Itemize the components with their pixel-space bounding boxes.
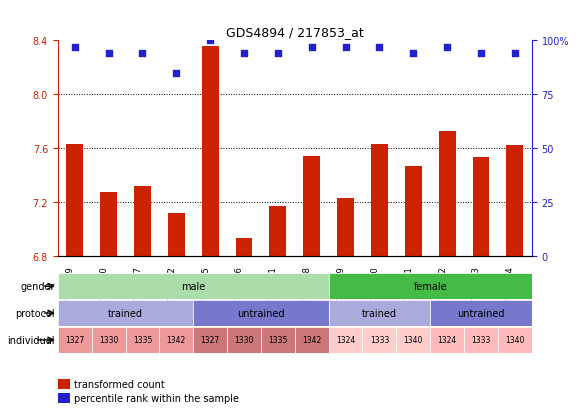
FancyBboxPatch shape bbox=[397, 327, 430, 353]
FancyBboxPatch shape bbox=[58, 273, 329, 299]
Point bbox=[104, 51, 113, 57]
Point bbox=[409, 51, 418, 57]
FancyBboxPatch shape bbox=[295, 327, 329, 353]
Bar bbox=[58, 393, 70, 403]
Text: 1340: 1340 bbox=[403, 336, 423, 344]
FancyBboxPatch shape bbox=[498, 327, 532, 353]
Text: protocol: protocol bbox=[15, 308, 55, 318]
Text: 1333: 1333 bbox=[370, 336, 389, 344]
Text: 1330: 1330 bbox=[234, 336, 254, 344]
Point bbox=[172, 70, 181, 77]
Bar bbox=[439, 131, 455, 256]
Point bbox=[70, 45, 79, 51]
FancyBboxPatch shape bbox=[329, 327, 362, 353]
Point bbox=[239, 51, 249, 57]
Text: 1342: 1342 bbox=[166, 336, 186, 344]
Bar bbox=[168, 213, 185, 256]
Point bbox=[138, 51, 147, 57]
Text: untrained: untrained bbox=[237, 308, 285, 318]
Text: 1324: 1324 bbox=[438, 336, 457, 344]
Text: 1327: 1327 bbox=[201, 336, 220, 344]
Text: gender: gender bbox=[20, 281, 55, 292]
Point bbox=[341, 45, 350, 51]
Point bbox=[510, 51, 520, 57]
FancyBboxPatch shape bbox=[227, 327, 261, 353]
Title: GDS4894 / 217853_at: GDS4894 / 217853_at bbox=[226, 26, 364, 39]
Bar bbox=[371, 145, 388, 256]
Bar bbox=[236, 239, 253, 256]
Text: untrained: untrained bbox=[457, 308, 505, 318]
Bar bbox=[303, 157, 320, 256]
Text: 1327: 1327 bbox=[65, 336, 84, 344]
Bar bbox=[202, 47, 218, 256]
FancyBboxPatch shape bbox=[261, 327, 295, 353]
Point bbox=[206, 38, 215, 45]
Text: transformed count: transformed count bbox=[75, 379, 165, 389]
Text: 1335: 1335 bbox=[268, 336, 287, 344]
Text: 1342: 1342 bbox=[302, 336, 321, 344]
Text: 1333: 1333 bbox=[471, 336, 491, 344]
Text: 1340: 1340 bbox=[505, 336, 524, 344]
FancyBboxPatch shape bbox=[464, 327, 498, 353]
Bar bbox=[66, 145, 83, 256]
FancyBboxPatch shape bbox=[430, 327, 464, 353]
Bar bbox=[405, 166, 422, 256]
Text: 1324: 1324 bbox=[336, 336, 355, 344]
Bar bbox=[506, 146, 523, 256]
Text: percentile rank within the sample: percentile rank within the sample bbox=[75, 394, 239, 404]
Point bbox=[273, 51, 283, 57]
Text: 1330: 1330 bbox=[99, 336, 118, 344]
Bar bbox=[473, 158, 490, 256]
FancyBboxPatch shape bbox=[329, 273, 532, 299]
Text: trained: trained bbox=[362, 308, 397, 318]
FancyBboxPatch shape bbox=[430, 300, 532, 326]
FancyBboxPatch shape bbox=[329, 300, 430, 326]
Text: individual: individual bbox=[8, 335, 55, 345]
Point bbox=[476, 51, 486, 57]
FancyBboxPatch shape bbox=[58, 300, 193, 326]
Text: female: female bbox=[413, 281, 447, 292]
Text: 1335: 1335 bbox=[133, 336, 152, 344]
Bar bbox=[337, 198, 354, 256]
Point bbox=[307, 45, 316, 51]
FancyBboxPatch shape bbox=[92, 327, 125, 353]
FancyBboxPatch shape bbox=[193, 327, 227, 353]
Text: male: male bbox=[181, 281, 205, 292]
FancyBboxPatch shape bbox=[160, 327, 193, 353]
Bar bbox=[100, 193, 117, 256]
Bar bbox=[134, 186, 151, 256]
Point bbox=[375, 45, 384, 51]
Text: trained: trained bbox=[108, 308, 143, 318]
Bar bbox=[269, 206, 286, 256]
FancyBboxPatch shape bbox=[193, 300, 329, 326]
Bar bbox=[58, 379, 70, 389]
Point bbox=[443, 45, 452, 51]
FancyBboxPatch shape bbox=[58, 327, 92, 353]
FancyBboxPatch shape bbox=[125, 327, 160, 353]
FancyBboxPatch shape bbox=[362, 327, 397, 353]
